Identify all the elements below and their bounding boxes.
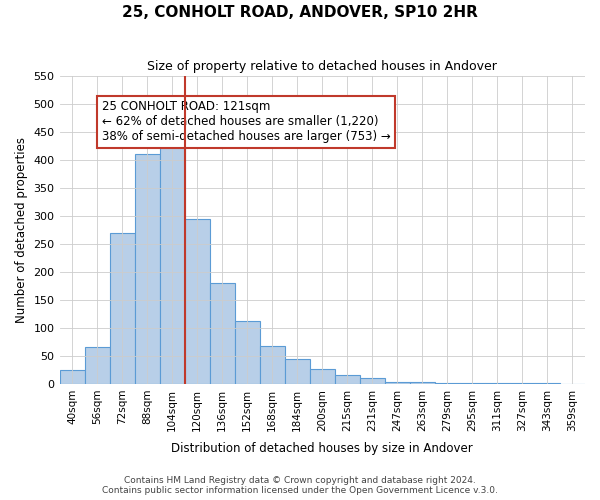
- Bar: [260, 346, 285, 384]
- Bar: [59, 370, 85, 384]
- Text: 25 CONHOLT ROAD: 121sqm
← 62% of detached houses are smaller (1,220)
38% of semi: 25 CONHOLT ROAD: 121sqm ← 62% of detache…: [101, 100, 391, 143]
- Bar: [110, 232, 134, 384]
- Bar: [335, 376, 360, 384]
- Bar: [285, 359, 310, 384]
- Text: 25, CONHOLT ROAD, ANDOVER, SP10 2HR: 25, CONHOLT ROAD, ANDOVER, SP10 2HR: [122, 5, 478, 20]
- Bar: [85, 348, 110, 384]
- X-axis label: Distribution of detached houses by size in Andover: Distribution of detached houses by size …: [172, 442, 473, 455]
- Bar: [185, 218, 209, 384]
- Title: Size of property relative to detached houses in Andover: Size of property relative to detached ho…: [148, 60, 497, 73]
- Bar: [360, 378, 385, 384]
- Text: Contains HM Land Registry data © Crown copyright and database right 2024.
Contai: Contains HM Land Registry data © Crown c…: [102, 476, 498, 495]
- Bar: [235, 320, 260, 384]
- Bar: [160, 129, 185, 384]
- Bar: [435, 383, 460, 384]
- Bar: [209, 283, 235, 384]
- Bar: [385, 382, 410, 384]
- Y-axis label: Number of detached properties: Number of detached properties: [15, 136, 28, 322]
- Bar: [310, 370, 335, 384]
- Bar: [410, 382, 435, 384]
- Bar: [134, 154, 160, 384]
